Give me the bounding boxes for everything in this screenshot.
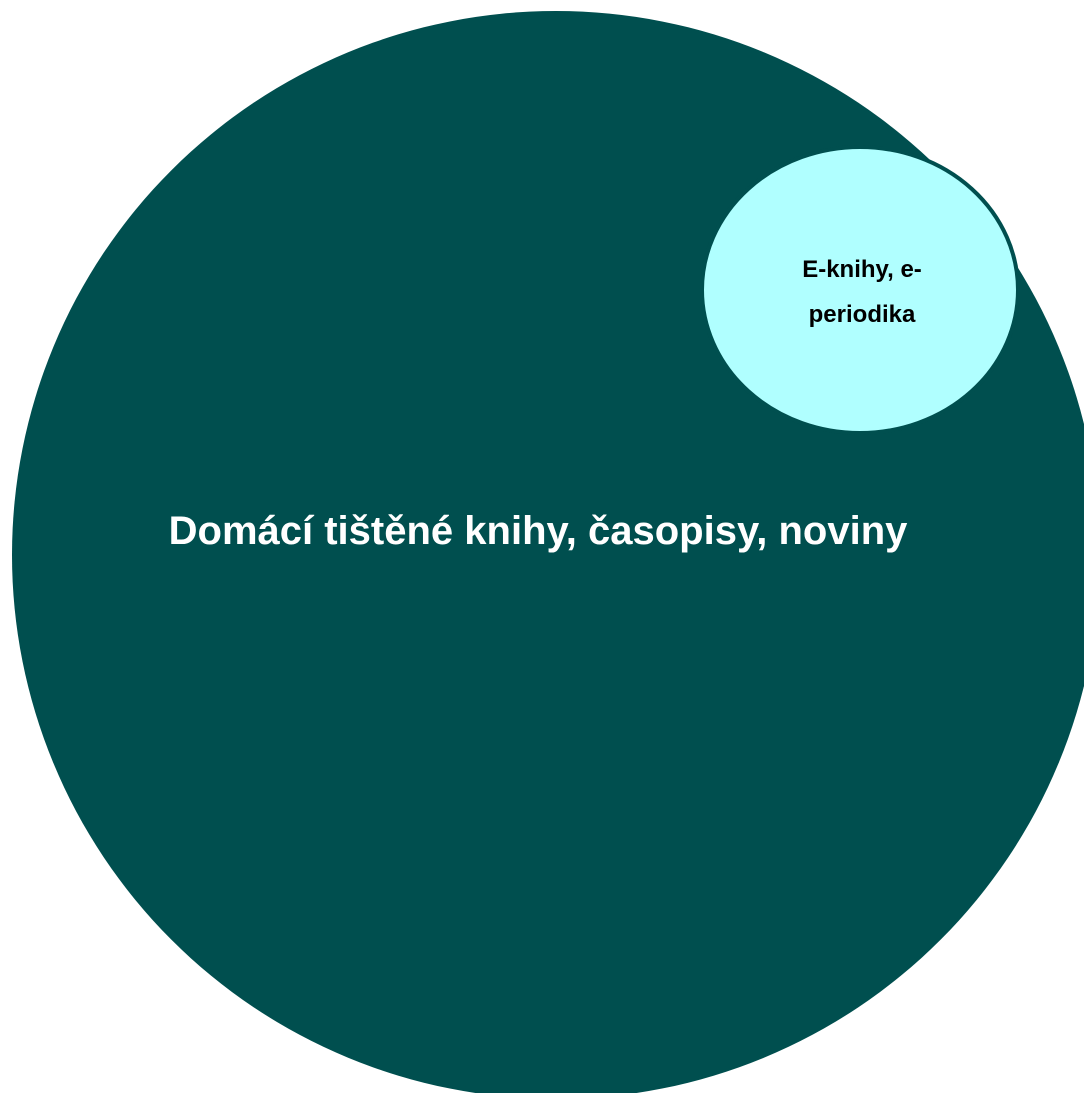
- inner-set-ellipse: [700, 145, 1020, 435]
- outer-set-label: Domácí tištěné knihy, časopisy, noviny: [169, 509, 909, 553]
- inner-set-label-line2: periodika: [809, 301, 916, 328]
- inner-set-label-line1: E-knihy, e-: [802, 256, 922, 283]
